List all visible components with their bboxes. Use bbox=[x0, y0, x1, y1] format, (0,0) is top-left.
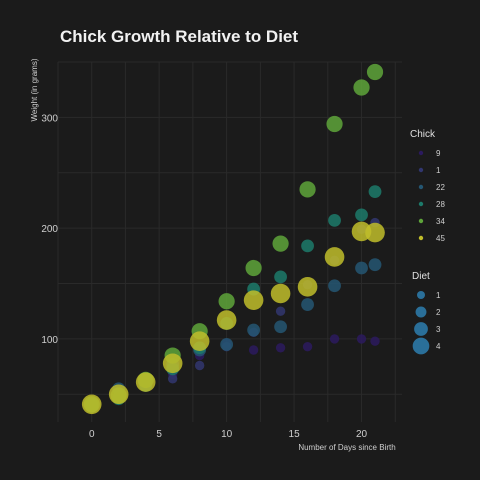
x-axis-title: Number of Days since Birth bbox=[298, 443, 395, 452]
x-tick-label: 15 bbox=[289, 429, 301, 440]
data-point bbox=[328, 214, 341, 227]
data-point bbox=[162, 353, 183, 374]
chick-legend-key bbox=[418, 235, 424, 241]
chick-legend-label: 28 bbox=[436, 200, 445, 209]
x-tick-label: 5 bbox=[156, 429, 162, 440]
chick-legend-key bbox=[418, 218, 424, 224]
data-point bbox=[275, 306, 286, 316]
chick-legend-label: 22 bbox=[436, 183, 445, 192]
series-chick-22 bbox=[85, 258, 382, 411]
chick-legend-label: 45 bbox=[436, 234, 445, 243]
data-point bbox=[248, 345, 259, 355]
data-point bbox=[370, 336, 380, 346]
diet-legend-key bbox=[415, 306, 427, 318]
chick-legend-key bbox=[418, 201, 424, 207]
data-point bbox=[301, 298, 314, 311]
x-tick-label: 0 bbox=[89, 429, 95, 440]
data-point bbox=[326, 115, 343, 133]
data-point bbox=[275, 343, 286, 353]
data-point bbox=[81, 394, 102, 415]
data-point bbox=[355, 261, 368, 275]
series-chick-34 bbox=[83, 63, 384, 413]
chick-legend-key bbox=[418, 150, 424, 156]
data-point bbox=[216, 310, 237, 330]
data-point bbox=[189, 331, 210, 351]
chick-legend-key bbox=[418, 184, 424, 190]
data-point bbox=[194, 360, 205, 371]
y-tick-label: 300 bbox=[41, 113, 58, 124]
y-tick-label: 100 bbox=[41, 335, 58, 346]
data-point bbox=[356, 334, 367, 344]
data-point bbox=[220, 338, 234, 351]
data-point bbox=[328, 279, 341, 293]
data-point bbox=[218, 293, 235, 310]
data-point bbox=[274, 320, 287, 334]
chick-legend-label: 9 bbox=[436, 149, 441, 158]
data-point bbox=[299, 181, 316, 198]
series-chick-9 bbox=[87, 334, 380, 408]
data-point bbox=[353, 79, 370, 96]
diet-legend-label: 2 bbox=[436, 308, 441, 317]
data-point bbox=[243, 290, 264, 310]
data-point bbox=[274, 270, 287, 284]
chick-legend-label: 34 bbox=[436, 217, 445, 226]
data-point bbox=[301, 239, 314, 253]
chick-legend-label: 1 bbox=[436, 166, 441, 175]
data-point bbox=[135, 372, 156, 392]
diet-legend-label: 4 bbox=[436, 342, 441, 351]
data-point bbox=[270, 283, 291, 304]
y-tick-label: 200 bbox=[41, 224, 58, 235]
data-point bbox=[366, 63, 384, 81]
chart-title: Chick Growth Relative to Diet bbox=[60, 27, 298, 46]
data-point bbox=[108, 384, 129, 405]
data-point bbox=[368, 258, 382, 272]
data-point bbox=[324, 247, 345, 267]
axis-ticks: 0 5 10 15 20 100 200 300 bbox=[41, 113, 367, 440]
data-points bbox=[81, 63, 385, 415]
diet-legend-key bbox=[417, 291, 425, 299]
x-tick-label: 20 bbox=[356, 429, 368, 440]
data-point bbox=[297, 277, 318, 297]
diet-legend-title: Diet bbox=[412, 271, 430, 282]
chick-legend-key bbox=[418, 167, 424, 173]
data-point bbox=[302, 341, 313, 352]
series-chick-1 bbox=[87, 217, 380, 408]
data-point bbox=[272, 235, 289, 252]
data-point bbox=[247, 323, 261, 337]
diet-legend-label: 1 bbox=[436, 291, 441, 300]
data-point bbox=[355, 208, 368, 222]
diet-legend-key bbox=[412, 337, 430, 355]
data-point bbox=[329, 334, 340, 344]
diet-legend-label: 3 bbox=[436, 325, 441, 334]
data-point bbox=[167, 374, 178, 384]
data-point bbox=[368, 185, 382, 199]
chick-legend-title: Chick bbox=[410, 129, 436, 140]
data-point bbox=[365, 222, 385, 243]
series-chick-45 bbox=[81, 221, 385, 415]
data-point bbox=[245, 259, 262, 277]
diet-legend-key bbox=[414, 322, 428, 336]
x-tick-label: 10 bbox=[221, 429, 233, 440]
y-axis-title: Weight (in grams) bbox=[30, 58, 39, 121]
grid bbox=[57, 61, 402, 422]
